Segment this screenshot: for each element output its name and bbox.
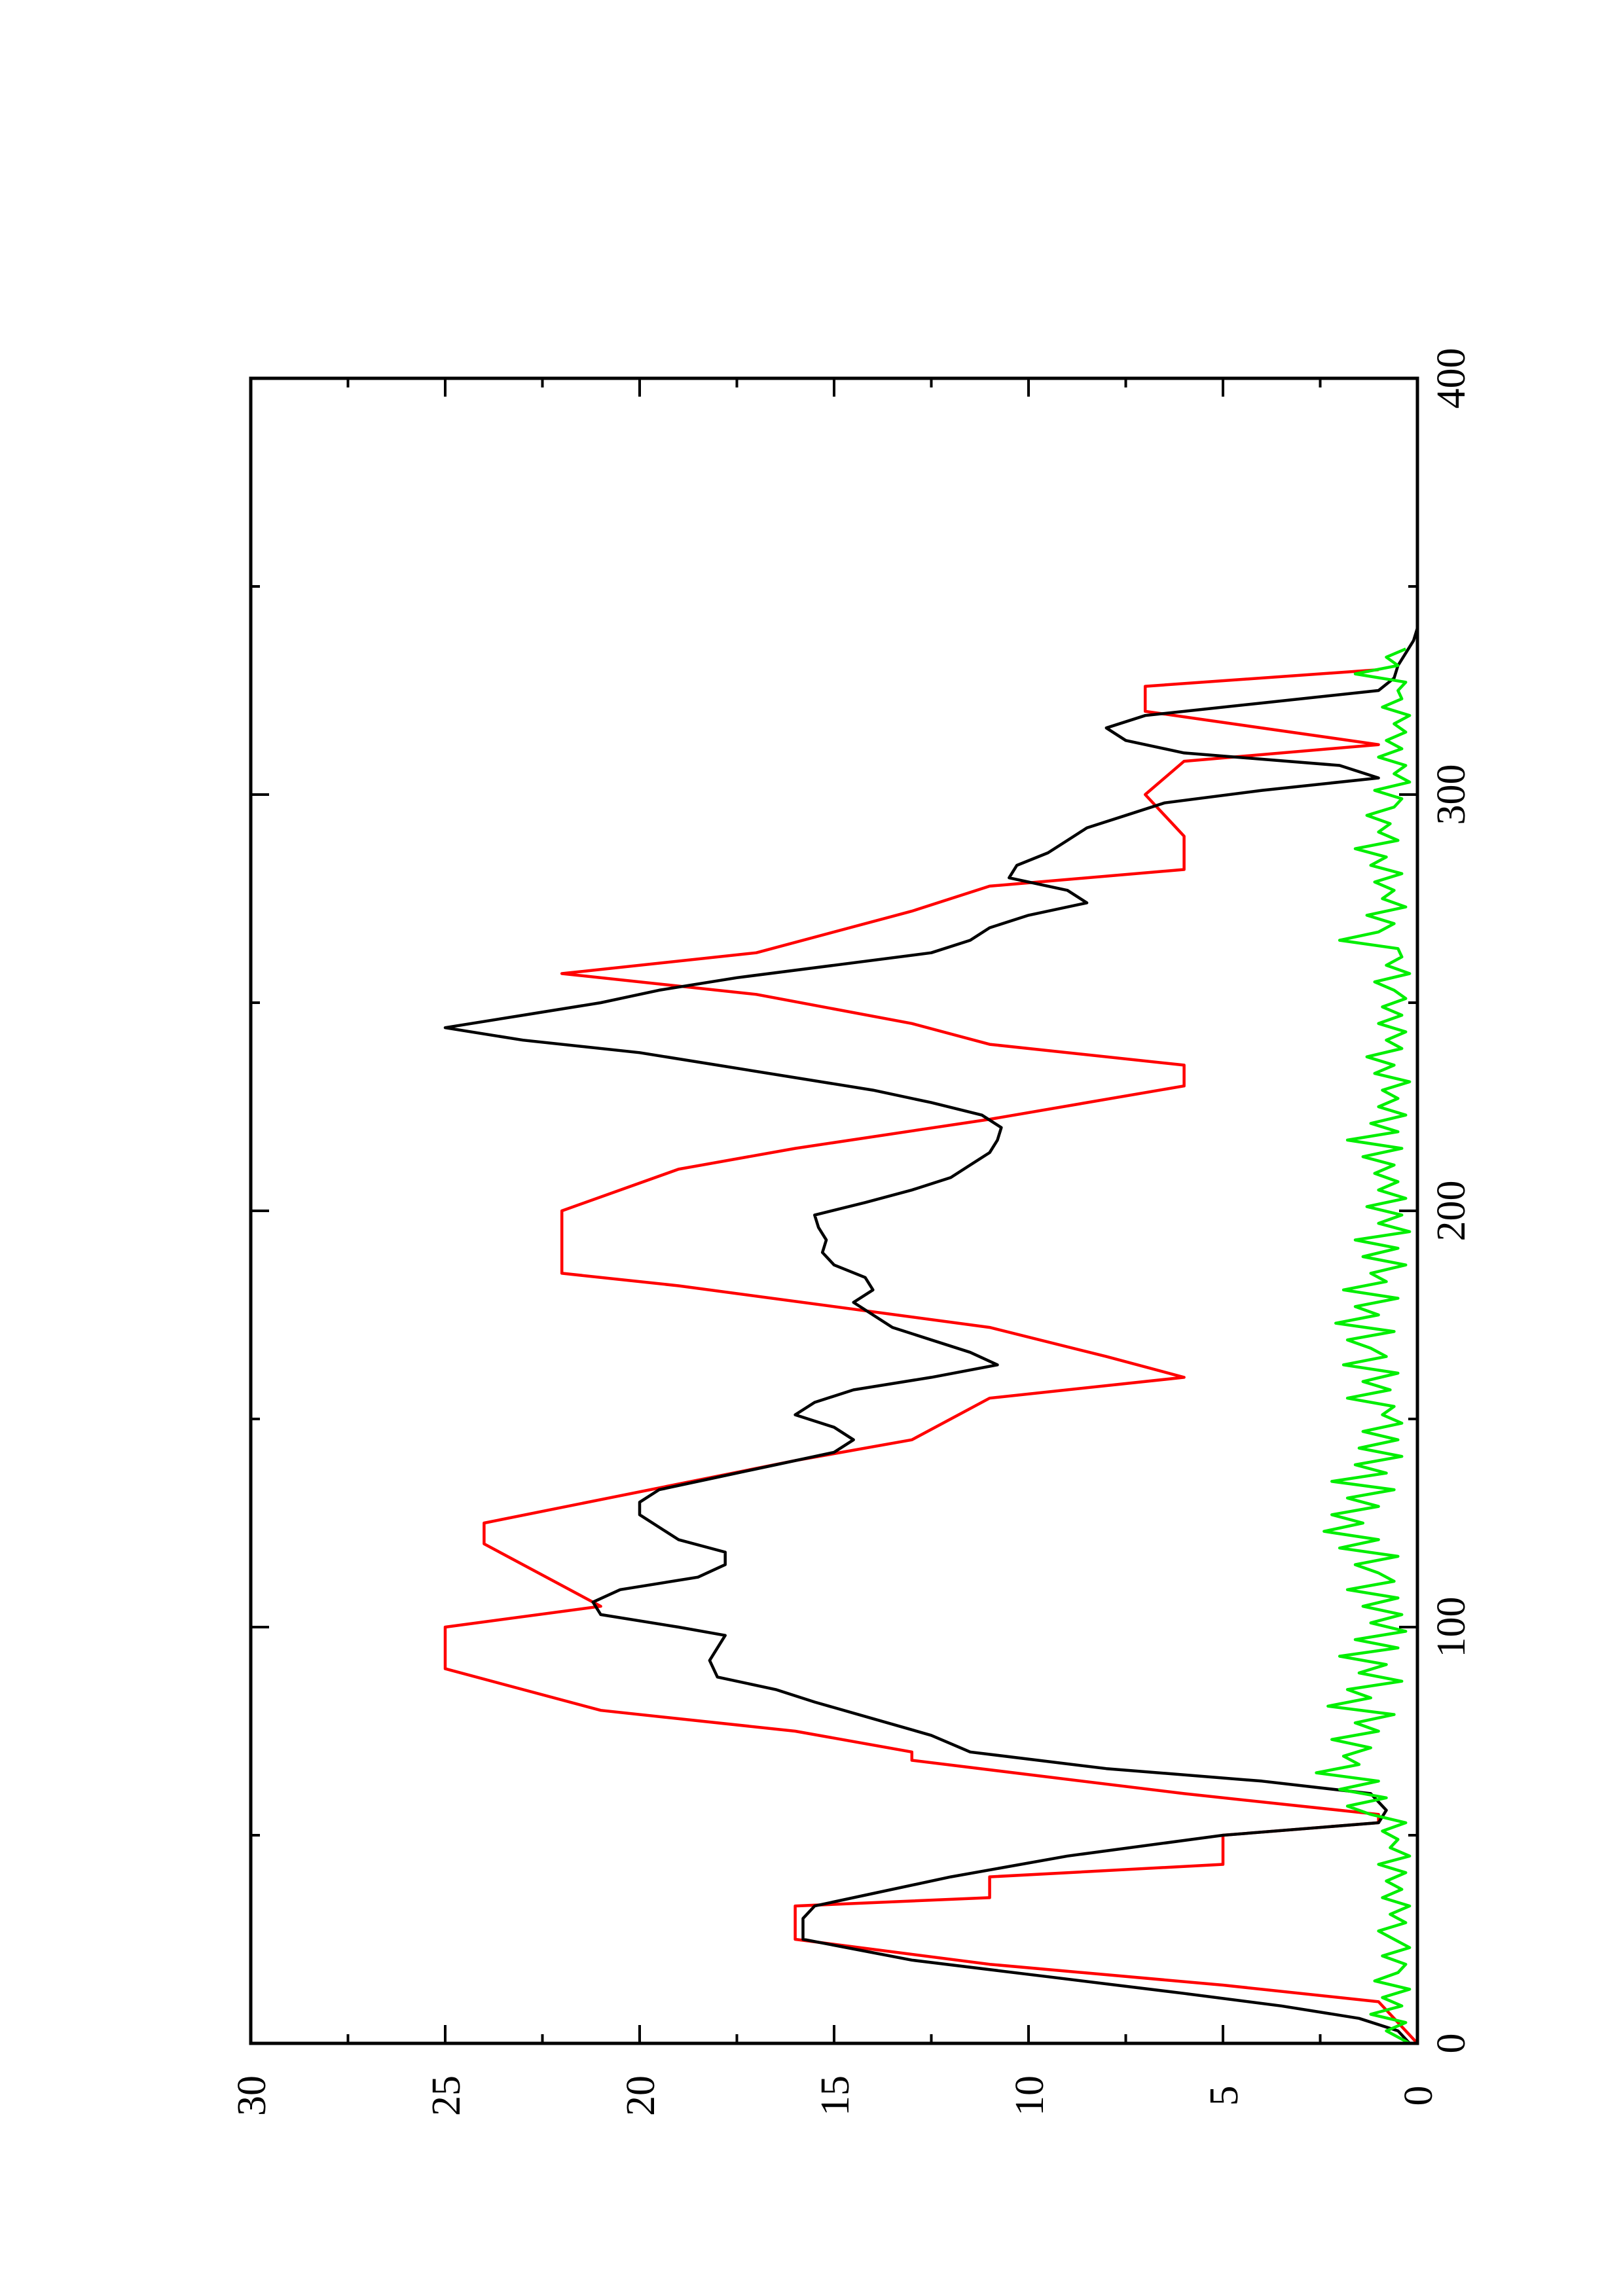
y-tick-label: 5 [1202, 2086, 1247, 2106]
series-line-3 [1315, 647, 1412, 2045]
series-line-2 [443, 627, 1419, 2045]
y-tick-label: 15 [813, 2075, 858, 2116]
y-tick-label: 20 [619, 2075, 663, 2116]
axis-ticks [249, 377, 1419, 2045]
x-tick-label: 0 [1429, 2034, 1474, 2054]
x-tick-label: 200 [1429, 1181, 1474, 1242]
x-tick-label: 400 [1429, 348, 1474, 409]
series-line-1 [443, 668, 1419, 2045]
y-tick-label: 10 [1008, 2075, 1052, 2116]
x-tick-label: 100 [1429, 1597, 1474, 1658]
y-tick-label: 25 [424, 2075, 469, 2116]
y-tick-label: 0 [1396, 2086, 1441, 2106]
plot-lines [443, 627, 1419, 2045]
x-tick-label: 300 [1429, 764, 1474, 825]
axis-tick-labels: 0 100 200 300 400 0 5 10 15 20 25 30 [230, 348, 1474, 2117]
y-tick-label: 30 [230, 2075, 274, 2116]
